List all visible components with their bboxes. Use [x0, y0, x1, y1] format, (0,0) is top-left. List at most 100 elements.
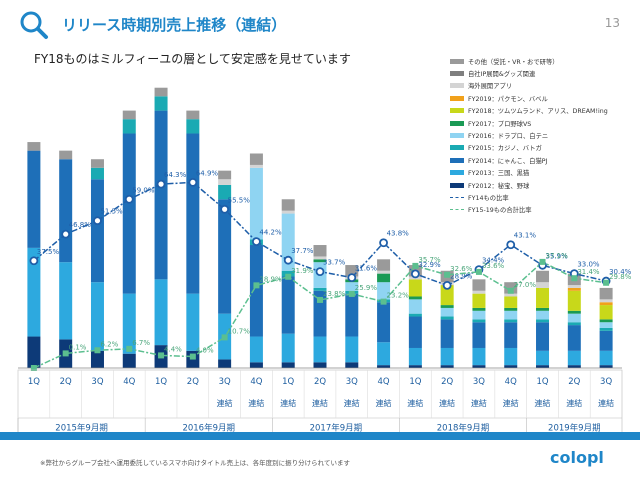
bar-segment: [377, 273, 391, 283]
line-point: [285, 273, 292, 280]
legend-swatch: [450, 120, 464, 126]
fiscal-year-label: 2019年9月期: [548, 423, 601, 434]
legend-label: 海外展開アプリ: [468, 83, 513, 91]
bar-segment: [377, 302, 391, 343]
bar-segment: [218, 184, 232, 200]
bar-segment: [122, 119, 136, 134]
line-point: [442, 280, 452, 290]
bar-segment: [313, 245, 327, 257]
bar-segment: [281, 213, 295, 271]
line-data-label: 55.5%: [228, 196, 251, 204]
bar-segment: [440, 347, 454, 366]
line-data-label: 33.0%: [577, 261, 600, 269]
bar-segment: [504, 319, 518, 323]
bar-segment: [377, 342, 391, 366]
fiscal-year-label: 2015年9月期: [55, 423, 108, 434]
x-tick-sublabel: 連結: [535, 398, 551, 408]
line-point: [62, 350, 69, 357]
bar-segment: [536, 287, 550, 308]
line-point: [253, 282, 260, 289]
x-tick-label: 1Q: [536, 377, 548, 387]
bar-segment: [567, 285, 581, 288]
x-tick-label: 4Q: [250, 377, 262, 387]
line-point: [30, 365, 37, 371]
bar-segment: [536, 350, 550, 366]
x-tick-label: 2Q: [187, 377, 199, 387]
bar-segment: [249, 164, 263, 168]
legend-label: FY15-19もの合計比率: [468, 207, 532, 215]
line-point: [347, 273, 357, 283]
line-point: [506, 240, 516, 250]
bar-segment: [90, 167, 104, 180]
bar-segment: [27, 142, 41, 151]
legend-item: FY2019：パクモン、バベル: [450, 92, 608, 104]
bar-segment: [504, 365, 518, 368]
legend-label: FY2015：カジノ、バトガ: [468, 145, 542, 153]
x-tick-sublabel: 連結: [344, 398, 360, 408]
fiscal-year-label: 2018年9月期: [437, 423, 490, 434]
line-point: [221, 334, 228, 341]
bar-segment: [504, 293, 518, 297]
x-tick-label: 2Q: [314, 377, 326, 387]
line-point: [444, 271, 451, 278]
legend-item: FY2016：ドラプロ、白テニ: [450, 129, 608, 141]
line-data-label: 31.6%: [355, 265, 378, 273]
bar-segment: [281, 333, 295, 363]
legend-label: FY2016：ドラプロ、白テニ: [468, 133, 549, 141]
legend-item: その他（受託・VR・おで研等）: [450, 55, 608, 67]
bar-segment: [59, 262, 73, 340]
line-data-label: 35.7%: [418, 256, 441, 264]
line-data-label: 37.5%: [37, 248, 60, 256]
legend-swatch: [450, 83, 464, 89]
bar-segment: [90, 159, 104, 168]
line-point: [379, 238, 388, 248]
legend-item: FY15-19もの合計比率: [450, 204, 608, 216]
bar-segment: [408, 313, 422, 317]
x-tick-label: 4Q: [505, 377, 517, 387]
line-point: [156, 179, 166, 189]
bar-segment: [408, 299, 422, 314]
bar-segment: [599, 350, 613, 366]
line-data-label: 29.8%: [609, 273, 632, 281]
legend-swatch: [450, 95, 464, 101]
line-data-label: 32.9%: [418, 261, 441, 269]
line-data-label: 37.7%: [291, 247, 314, 255]
bar-segment: [313, 256, 327, 260]
line-point: [317, 296, 323, 303]
bar-segment: [567, 310, 581, 314]
bar-segment: [377, 365, 391, 368]
line-point: [124, 194, 134, 204]
x-tick-label: 3Q: [473, 377, 485, 387]
bar-segment: [504, 347, 518, 366]
line-data-label: 64.3%: [164, 171, 187, 179]
legend-item: FY2012：秘宝、野球: [450, 179, 608, 191]
bar-segment: [281, 276, 295, 334]
bar-segment: [599, 365, 613, 368]
x-tick-label: 2Q: [60, 377, 72, 387]
bar-segment: [154, 279, 168, 346]
bar-segment: [567, 322, 581, 326]
chart-legend: その他（受託・VR・おで研等） 自社IP展開&グッズ関連 海外展開アプリ FY2019…: [450, 55, 608, 216]
legend-label: FY2019：パクモン、バベル: [468, 95, 548, 103]
legend-line-swatch: [450, 196, 464, 198]
line-point: [94, 347, 101, 354]
line-point: [412, 262, 419, 269]
bar-segment: [599, 319, 613, 323]
bar-segment: [122, 110, 136, 120]
fiscal-year-label: 2016年9月期: [182, 423, 235, 434]
bar-segment: [536, 322, 550, 351]
x-tick-sublabel: 連結: [312, 398, 328, 408]
legend-item: FY2017：プロ野球VS: [450, 117, 608, 129]
line-point: [348, 290, 355, 297]
revenue-chart: 37.5% 46.8% 51.5% 59.0% 64.3% 64.9% 55.5% 44.2%…: [17, 87, 632, 437]
bar-segment: [472, 307, 486, 311]
x-tick-label: 3Q: [346, 377, 358, 387]
legend-item: FY2015：カジノ、バトガ: [450, 142, 608, 154]
bar-segment: [186, 110, 200, 120]
bar-segment: [186, 133, 200, 294]
x-tick-label: 1Q: [155, 377, 167, 387]
bar-segment: [567, 313, 581, 323]
bar-segment: [249, 153, 263, 165]
bar-segment: [536, 270, 550, 283]
bar-segment: [122, 293, 136, 354]
